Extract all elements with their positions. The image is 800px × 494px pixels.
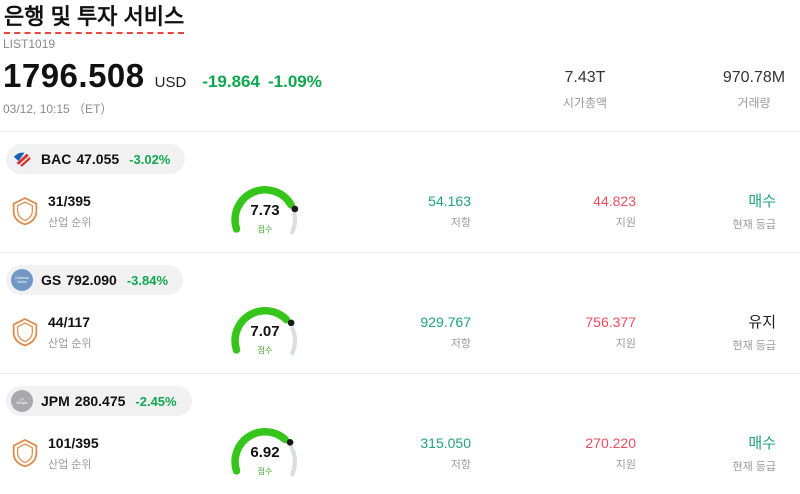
header-stats: 7.43T 시가총액 970.78M 거래량 <box>553 57 800 117</box>
support-label: 지원 <box>615 458 636 471</box>
rank-shield-icon <box>12 317 38 347</box>
stock-header-gs[interactable]: Goldman Sachs GS 792.090 -3.84% <box>6 265 184 296</box>
score-value: 7.07 <box>250 323 280 341</box>
industry-rank-label: 산업 순위 <box>48 458 92 471</box>
stock-section-jpm: J.P. Morgan JPM 280.475 -2.45% 101/3 <box>0 373 800 494</box>
resistance-value: 315.050 <box>420 434 471 451</box>
score-gauge: 7.73 점수 <box>223 183 307 239</box>
stock-section-gs: Goldman Sachs GS 792.090 -3.84% 44/1 <box>0 252 800 373</box>
resistance-label: 저항 <box>450 458 471 471</box>
score-label: 점수 <box>257 346 273 356</box>
support-label: 지원 <box>615 337 636 350</box>
score-gauge-cell: 7.73 점수 <box>190 183 340 239</box>
industry-rank-label: 산업 순위 <box>48 216 92 229</box>
stock-change: -3.84% <box>126 272 169 288</box>
rating-label: 현재 등급 <box>732 219 776 232</box>
score-gauge-cell: 6.92 점수 <box>190 425 340 481</box>
industry-rank-cell: 31/395 산업 순위 <box>0 193 190 230</box>
price-block: 1796.508 USD -19.864 -1.09% 03/12, 10:15… <box>3 57 322 117</box>
score-value: 6.92 <box>250 444 280 462</box>
stock-price: 792.090 <box>66 272 117 289</box>
resistance-value: 54.163 <box>428 192 471 209</box>
rating-label: 현재 등급 <box>732 340 776 353</box>
goldman-sachs-logo-icon: Goldman Sachs <box>11 269 33 292</box>
gauge-arc <box>223 183 307 243</box>
stock-section-bac: BAC 47.055 -3.02% 31/395 산업 순위 <box>0 131 800 252</box>
svg-text:Goldman: Goldman <box>15 276 29 280</box>
ticker-price: BAC 47.055 <box>41 151 119 167</box>
list-id: LIST1019 <box>3 37 56 52</box>
ticker-symbol: BAC <box>41 151 72 168</box>
score-value: 7.73 <box>250 202 280 220</box>
rating-cell: 매수 현재 등급 <box>636 432 776 474</box>
support-cell: 756.377 지원 <box>471 314 636 351</box>
rank-shield-icon <box>12 196 38 226</box>
quote-datetime: 03/12, 10:15 （ET） <box>3 102 113 117</box>
resistance-cell: 54.163 저항 <box>340 193 471 230</box>
ticker-symbol: JPM <box>41 393 70 410</box>
svg-text:J.P.: J.P. <box>19 398 24 402</box>
header: 은행 및 투자 서비스 LIST1019 1796.508 USD -19.86… <box>0 0 800 117</box>
price-change-absolute: -19.864 <box>202 72 260 92</box>
jpmorgan-logo-icon: J.P. Morgan <box>11 390 33 413</box>
resistance-value: 929.767 <box>420 313 471 330</box>
bac-flag-logo-icon <box>11 148 33 171</box>
market-cap-label: 시가총액 <box>562 96 608 111</box>
stock-row: 31/395 산업 순위 7.73 점수 54.163 저항 44.823 지원 <box>0 183 800 239</box>
rating-value: 매수 <box>748 193 776 211</box>
industry-rank-cell: 44/117 산업 순위 <box>0 314 190 351</box>
rating-label: 현재 등급 <box>732 461 776 474</box>
support-value: 44.823 <box>593 192 636 209</box>
currency-label: USD <box>154 74 187 92</box>
stock-row: 44/117 산업 순위 7.07 점수 929.767 저항 756.377 … <box>0 304 800 360</box>
rating-value: 매수 <box>748 435 776 453</box>
svg-text:Morgan: Morgan <box>17 401 28 405</box>
rating-cell: 매수 현재 등급 <box>636 190 776 232</box>
industry-rank-value: 31/395 <box>48 192 91 209</box>
stock-row: 101/395 산업 순위 6.92 점수 315.050 저항 270.220… <box>0 425 800 481</box>
volume-label: 거래량 <box>737 96 771 111</box>
volume-value: 970.78M <box>722 69 786 87</box>
gauge-arc <box>223 425 307 485</box>
stock-header-bac[interactable]: BAC 47.055 -3.02% <box>6 144 186 175</box>
support-label: 지원 <box>615 216 636 229</box>
score-gauge-cell: 7.07 점수 <box>190 304 340 360</box>
rank-shield-icon <box>12 438 38 468</box>
ticker-symbol: GS <box>41 272 62 289</box>
resistance-label: 저항 <box>450 337 471 350</box>
price-change-percent: -1.09% <box>267 72 322 92</box>
support-cell: 270.220 지원 <box>471 435 636 472</box>
industry-rank-value: 44/117 <box>48 313 91 330</box>
stock-change: -2.45% <box>135 393 177 409</box>
resistance-cell: 315.050 저항 <box>340 435 471 472</box>
support-cell: 44.823 지원 <box>471 193 636 230</box>
stock-price: 47.055 <box>76 151 120 168</box>
stock-price: 280.475 <box>74 393 126 410</box>
rating-value: 유지 <box>748 314 776 332</box>
score-label: 점수 <box>257 225 273 235</box>
market-cap-stat: 7.43T 시가총액 <box>553 69 617 117</box>
support-value: 270.220 <box>585 434 636 451</box>
ticker-price: JPM 280.475 <box>41 393 125 409</box>
score-gauge: 7.07 점수 <box>223 304 307 360</box>
current-price: 1796.508 <box>3 57 145 95</box>
resistance-label: 저항 <box>450 216 471 229</box>
score-gauge: 6.92 점수 <box>223 425 307 481</box>
stock-header-jpm[interactable]: J.P. Morgan JPM 280.475 -2.45% <box>6 386 192 417</box>
rating-cell: 유지 현재 등급 <box>636 311 776 353</box>
gauge-arc <box>223 304 307 364</box>
stock-change: -3.02% <box>129 151 171 167</box>
volume-stat: 970.78M 거래량 <box>722 69 786 117</box>
industry-rank-cell: 101/395 산업 순위 <box>0 435 190 472</box>
page-title: 은행 및 투자 서비스 <box>4 4 185 35</box>
svg-text:Sachs: Sachs <box>17 280 27 284</box>
support-value: 756.377 <box>585 313 636 330</box>
industry-rank-value: 101/395 <box>48 434 99 451</box>
score-label: 점수 <box>257 467 273 477</box>
industry-rank-label: 산업 순위 <box>48 337 92 350</box>
ticker-price: GS 792.090 <box>41 272 117 288</box>
resistance-cell: 929.767 저항 <box>340 314 471 351</box>
market-cap-value: 7.43T <box>564 69 606 87</box>
